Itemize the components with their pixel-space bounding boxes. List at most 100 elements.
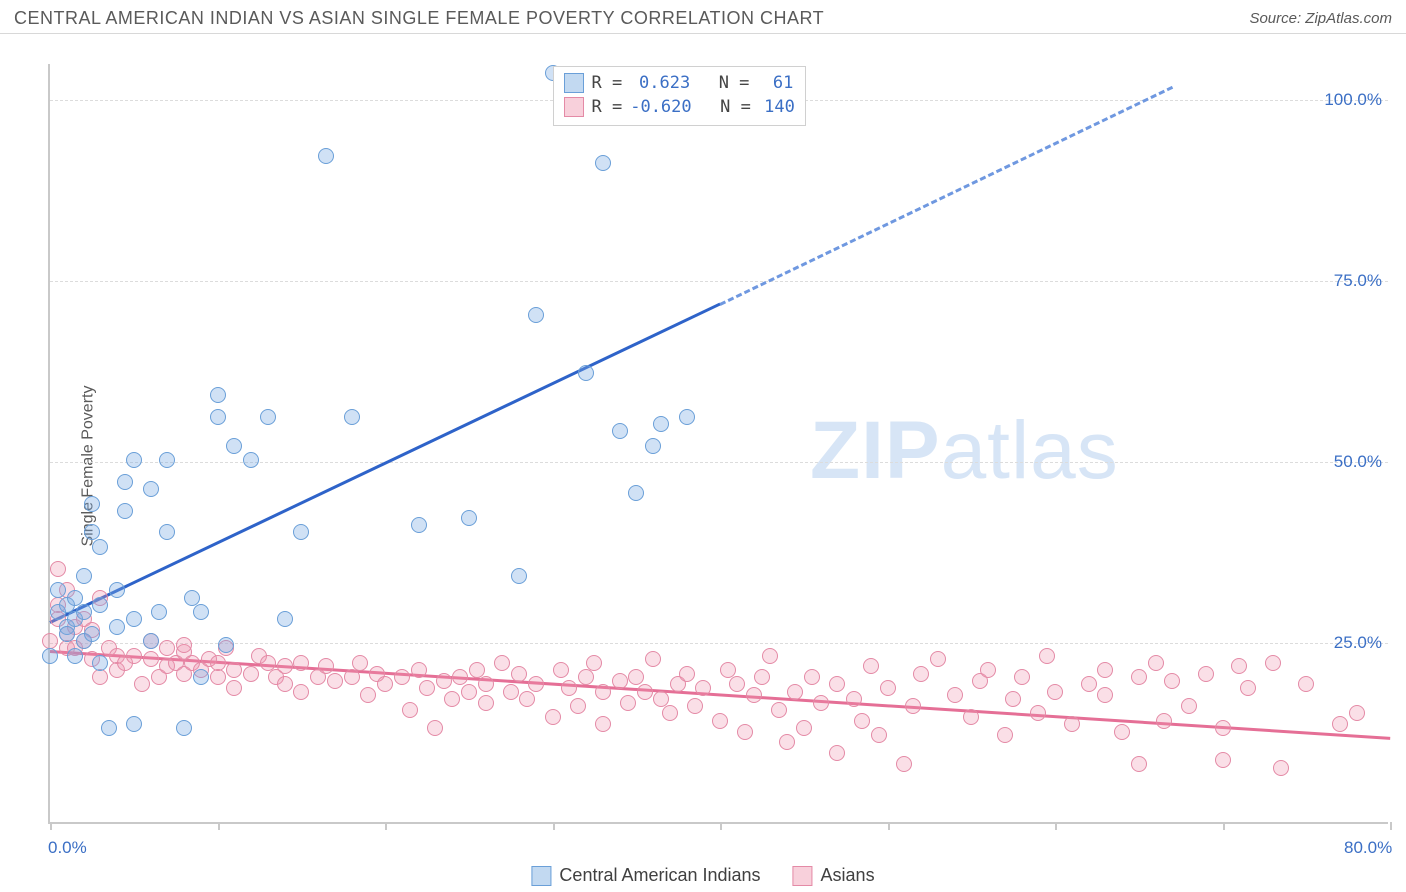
gridline	[50, 281, 1388, 282]
data-point	[561, 680, 577, 696]
data-point	[84, 626, 100, 642]
data-point	[1097, 687, 1113, 703]
data-point	[293, 684, 309, 700]
data-point	[980, 662, 996, 678]
data-point	[176, 637, 192, 653]
data-point	[352, 655, 368, 671]
data-point	[109, 619, 125, 635]
data-point	[151, 604, 167, 620]
data-point	[218, 637, 234, 653]
data-point	[1064, 716, 1080, 732]
legend-label-pink: Asians	[821, 865, 875, 886]
r-label: R =	[592, 71, 623, 95]
data-point	[871, 727, 887, 743]
data-point	[503, 684, 519, 700]
data-point	[746, 687, 762, 703]
data-point	[779, 734, 795, 750]
x-tick	[385, 822, 387, 830]
data-point	[695, 680, 711, 696]
data-point	[787, 684, 803, 700]
data-point	[210, 669, 226, 685]
data-point	[771, 702, 787, 718]
data-point	[318, 658, 334, 674]
legend-swatch-icon	[564, 73, 584, 93]
data-point	[1349, 705, 1365, 721]
data-point	[143, 633, 159, 649]
x-tick	[50, 822, 52, 830]
data-point	[896, 756, 912, 772]
legend-item-blue: Central American Indians	[531, 865, 760, 886]
legend-label-blue: Central American Indians	[559, 865, 760, 886]
data-point	[578, 669, 594, 685]
data-point	[126, 716, 142, 732]
data-point	[1332, 716, 1348, 732]
watermark: ZIPatlas	[810, 404, 1119, 498]
data-point	[159, 640, 175, 656]
data-point	[318, 148, 334, 164]
data-point	[637, 684, 653, 700]
data-point	[628, 669, 644, 685]
data-point	[226, 438, 242, 454]
data-point	[1039, 648, 1055, 664]
data-point	[528, 676, 544, 692]
data-point	[117, 503, 133, 519]
data-point	[863, 658, 879, 674]
data-point	[159, 524, 175, 540]
data-point	[411, 517, 427, 533]
data-point	[50, 561, 66, 577]
n-label: N =	[700, 95, 751, 119]
data-point	[620, 695, 636, 711]
r-value: 0.623	[630, 71, 690, 95]
legend-swatch-icon	[564, 97, 584, 117]
y-tick-label: 25.0%	[1334, 633, 1382, 653]
data-point	[570, 698, 586, 714]
data-point	[829, 676, 845, 692]
data-point	[243, 452, 259, 468]
n-label: N =	[698, 71, 749, 95]
data-point	[829, 745, 845, 761]
data-point	[84, 524, 100, 540]
r-value: -0.620	[630, 95, 691, 119]
data-point	[344, 409, 360, 425]
data-point	[1181, 698, 1197, 714]
data-point	[511, 666, 527, 682]
data-point	[679, 666, 695, 682]
data-point	[595, 155, 611, 171]
data-point	[461, 510, 477, 526]
data-point	[720, 662, 736, 678]
data-point	[101, 720, 117, 736]
data-point	[947, 687, 963, 703]
data-point	[126, 452, 142, 468]
data-point	[419, 680, 435, 696]
data-point	[327, 673, 343, 689]
data-point	[553, 662, 569, 678]
data-point	[210, 655, 226, 671]
data-point	[1047, 684, 1063, 700]
gridline	[50, 643, 1388, 644]
data-point	[595, 716, 611, 732]
y-tick-label: 75.0%	[1334, 271, 1382, 291]
data-point	[762, 648, 778, 664]
data-point	[67, 648, 83, 664]
data-point	[478, 695, 494, 711]
data-point	[226, 680, 242, 696]
data-point	[804, 669, 820, 685]
data-point	[427, 720, 443, 736]
data-point	[905, 698, 921, 714]
data-point	[193, 669, 209, 685]
data-point	[126, 648, 142, 664]
data-point	[679, 409, 695, 425]
data-point	[1131, 756, 1147, 772]
data-point	[210, 387, 226, 403]
correlation-row: R =0.623 N =61	[564, 71, 795, 95]
data-point	[880, 680, 896, 696]
data-point	[184, 590, 200, 606]
x-tick	[720, 822, 722, 830]
data-point	[528, 307, 544, 323]
data-point	[854, 713, 870, 729]
data-point	[176, 720, 192, 736]
data-point	[226, 662, 242, 678]
data-point	[545, 709, 561, 725]
data-point	[159, 452, 175, 468]
data-point	[1081, 676, 1097, 692]
